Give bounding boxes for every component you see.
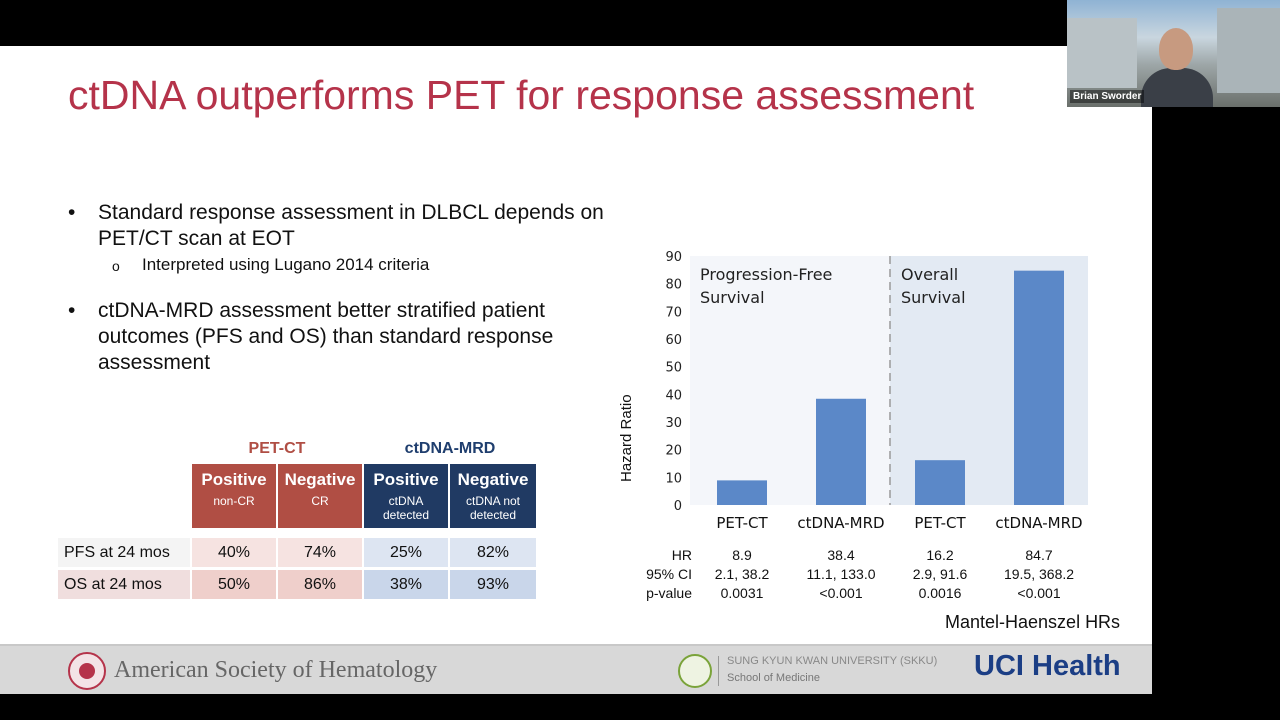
col-header-mrd-negative: Negative ctDNA not detected [450,464,536,528]
footer-divider [718,656,719,686]
col-header-title: Positive [373,470,439,489]
skku-name: SUNG KYUN KWAN UNIVERSITY (SKKU) [727,655,938,667]
os-panel-label: Overall [901,265,958,284]
x-tick-label: ctDNA-MRD [797,514,884,532]
stat-value: 2.1, 38.2 [714,566,770,582]
chart-svg: 0 10 20 30 40 50 60 70 80 90 PET-CT ctDNA-MRD PET-C… [665,250,1088,532]
stat-value: <0.001 [1017,585,1061,601]
footer-bar: American Society of Hematology SUNG KYUN… [0,644,1152,694]
stat-value: 0.0031 [720,585,764,601]
y-tick-label: 30 [665,416,682,431]
ash-logo-icon [68,652,106,690]
bullet-list: • Standard response assessment in DLBCL … [68,200,608,394]
x-tick-label: PET-CT [914,514,966,532]
col-header-title: Positive [201,470,267,489]
y-tick-label: 80 [665,278,682,293]
pfs-panel-label-2: Survival [700,288,765,307]
bar [915,460,965,505]
slide-title: ctDNA outperforms PET for response asses… [68,72,975,118]
table-cell: 93% [450,570,536,599]
table-row-label: PFS at 24 mos [58,538,190,567]
col-header-pet-negative: Negative CR [278,464,362,528]
participant-head [1159,28,1193,70]
bullet-item: • ctDNA-MRD assessment better stratified… [68,298,608,376]
bar [1014,270,1064,505]
bar [816,398,866,505]
col-header-subtitle: ctDNA detected [382,494,430,522]
stat-value: 19.5, 368.2 [1003,566,1075,582]
col-header-subtitle: ctDNA not detected [465,494,521,522]
table-cell: 86% [278,570,362,599]
os-panel-label-2: Survival [901,288,966,307]
table-cell: 25% [364,538,448,567]
stat-value: 84.7 [1025,547,1053,563]
pfs-panel-label: Progression-Free [700,265,832,284]
table-cell: 82% [450,538,536,567]
bullet-item: • Standard response assessment in DLBCL … [68,200,608,252]
skku-logo-icon [678,654,712,688]
ash-name: American Society of Hematology [114,657,438,683]
table-cell: 74% [278,538,362,567]
stat-value: 11.1, 133.0 [806,566,876,582]
hazard-ratio-chart: Hazard Ratio 0 10 20 30 40 50 60 70 80 90 PET-CT c… [618,242,1098,547]
bullet-dot: • [68,201,76,224]
stat-value: 16.2 [926,547,954,563]
y-tick-label: 60 [665,333,682,348]
subbullet-item: o Interpreted using Lugano 2014 criteria [68,254,608,276]
col-header-title: Negative [284,470,356,489]
y-tick-label: 0 [674,499,682,514]
slide: ctDNA outperforms PET for response asses… [0,46,1152,694]
bullet-text: Standard response assessment in DLBCL de… [98,201,604,250]
stat-label-pvalue: p-value [646,585,692,601]
y-tick-label: 90 [665,250,682,265]
y-tick-label: 50 [665,361,682,376]
uci-health-logo: UCI Health [974,650,1121,682]
participant-video-tile[interactable]: Brian Sworder [1067,0,1280,107]
background-building [1067,18,1137,88]
y-tick-label: 40 [665,388,682,403]
table-row-label: OS at 24 mos [58,570,190,599]
y-tick-label: 20 [665,444,682,459]
x-tick-label: PET-CT [716,514,768,532]
stat-value: 38.4 [827,547,855,563]
bullet-text: ctDNA-MRD assessment better stratified p… [98,299,554,374]
col-header-title: Negative [457,470,529,489]
chart-note: Mantel-Haenszel HRs [945,612,1121,632]
y-tick-label: 70 [665,305,682,320]
col-header-subtitle: CR [311,494,329,508]
subbullet-marker: o [112,258,120,274]
stat-value: 0.0016 [918,585,962,601]
stat-value: 2.9, 91.6 [912,566,968,582]
col-header-mrd-positive: Positive ctDNA detected [364,464,448,528]
bar [717,480,767,505]
stat-value: 8.9 [732,547,752,563]
group-header-pet: PET-CT [248,440,306,457]
y-axis-title: Hazard Ratio [618,394,635,482]
background-building [1217,8,1280,93]
y-tick-label: 10 [665,471,682,486]
skku-school: School of Medicine [727,672,820,684]
x-tick-label: ctDNA-MRD [995,514,1082,532]
subbullet-text: Interpreted using Lugano 2014 criteria [142,255,430,274]
participant-body [1141,68,1213,107]
group-header-mrd: ctDNA-MRD [404,440,496,457]
stat-value: <0.001 [819,585,863,601]
col-header-subtitle: non-CR [213,494,255,508]
col-header-pet-positive: Positive non-CR [192,464,276,528]
participant-name-label: Brian Sworder [1070,90,1145,103]
table-cell: 40% [192,538,276,567]
bullet-dot: • [68,299,76,322]
stat-label-ci: 95% CI [646,566,692,582]
table-cell: 38% [364,570,448,599]
table-cell: 50% [192,570,276,599]
stat-label-hr: HR [671,547,692,563]
